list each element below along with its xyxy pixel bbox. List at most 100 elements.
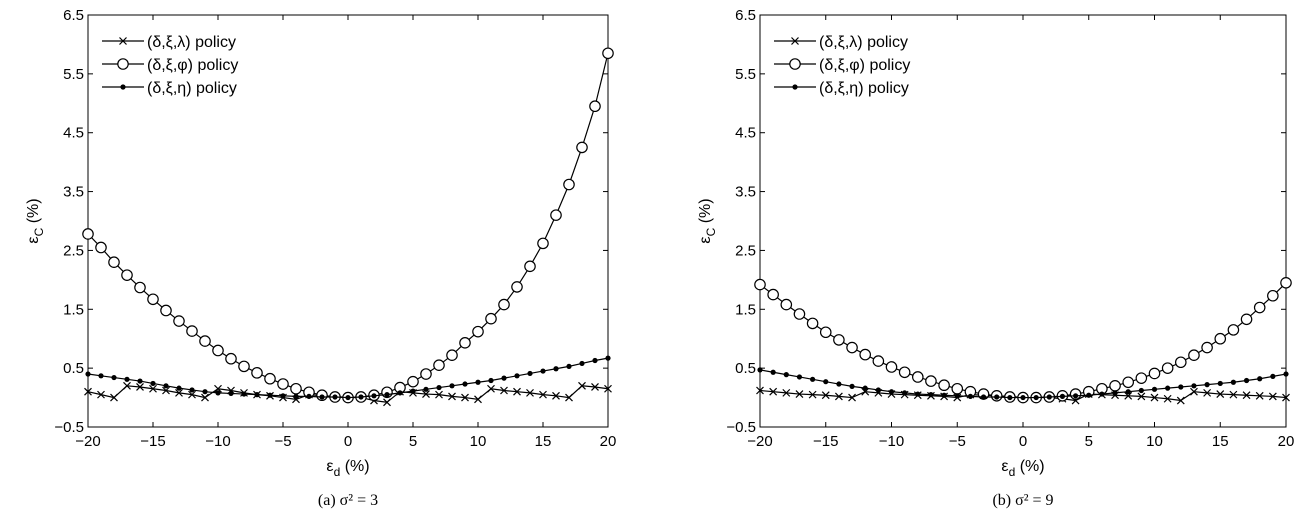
data-point <box>757 367 763 373</box>
chart-panel-a: −20 −15 −10 −5 0 5 10 15 20 −0.5 0.5 1.5 2.5 3.5 4.5 5.… <box>25 7 616 509</box>
legend-item: (δ,ξ,λ) policy <box>102 34 236 51</box>
data-point <box>137 378 143 384</box>
data-point <box>228 390 234 397</box>
data-point <box>1190 387 1198 396</box>
data-point <box>134 281 146 294</box>
data-point <box>84 387 92 396</box>
y-tick-label: −0.5 <box>726 419 756 436</box>
data-point <box>527 370 533 377</box>
data-point <box>833 334 845 346</box>
y-tick-label: 6.5 <box>63 7 84 24</box>
data-point <box>553 366 559 372</box>
data-point <box>1138 387 1144 394</box>
data-point <box>1109 379 1121 392</box>
plot-area <box>87 14 609 428</box>
x-tick-label: 5 <box>409 433 417 450</box>
data-point <box>938 379 950 392</box>
data-point <box>1178 384 1184 390</box>
data-point <box>358 394 364 400</box>
legend-label: (δ,ξ,η) policy <box>147 80 237 97</box>
y-axis-label: εC (%) <box>697 198 718 243</box>
data-point <box>783 372 789 378</box>
data-point <box>1161 362 1174 374</box>
data-point <box>121 269 133 281</box>
data-point <box>537 237 549 250</box>
data-point <box>117 58 129 70</box>
data-point <box>576 141 588 154</box>
data-point <box>1280 276 1292 289</box>
legend-item: (δ,ξ,η) policy <box>102 80 237 97</box>
data-point <box>189 387 195 393</box>
y-axis-label: εC (%) <box>25 198 46 243</box>
legend: (δ,ξ,λ) policy (δ,ξ,φ) policy (δ,ξ,η) poli… <box>102 34 238 97</box>
x-axis-label: εd (%) <box>1001 458 1044 479</box>
data-point <box>885 361 898 373</box>
data-point <box>513 387 521 396</box>
data-point <box>796 374 803 380</box>
data-point <box>1242 391 1251 400</box>
x-tick-label: −5 <box>949 433 966 450</box>
data-point <box>911 371 924 383</box>
x-tick-label: −10 <box>205 433 230 450</box>
data-point <box>319 394 325 400</box>
data-point <box>1216 390 1225 398</box>
data-point <box>215 390 221 396</box>
data-point <box>82 228 94 240</box>
data-point <box>834 392 843 401</box>
data-point <box>994 394 1000 400</box>
x-tick-label: 20 <box>600 433 617 450</box>
data-point <box>862 385 868 391</box>
data-point <box>591 383 599 391</box>
data-point <box>526 388 534 397</box>
data-point <box>806 317 819 330</box>
data-point <box>980 394 987 400</box>
data-point <box>462 381 468 387</box>
data-point <box>767 288 779 301</box>
data-point <box>1122 376 1134 389</box>
data-point <box>371 393 377 399</box>
data-point <box>928 392 934 398</box>
x-tick-label: 15 <box>1212 433 1229 450</box>
data-point <box>1229 390 1238 399</box>
data-point <box>1217 380 1223 387</box>
y-tick-label: 6.5 <box>735 7 756 24</box>
data-point <box>810 376 816 382</box>
data-point <box>1099 391 1105 397</box>
legend-label: (δ,ξ,λ) policy <box>147 34 236 51</box>
data-point <box>1176 396 1185 405</box>
legend-label: (δ,ξ,φ) policy <box>147 57 238 74</box>
data-point <box>792 84 798 90</box>
data-point <box>888 389 895 395</box>
data-point <box>446 349 458 361</box>
data-point <box>1191 383 1197 389</box>
data-point <box>819 326 832 339</box>
data-point <box>1268 392 1277 401</box>
data-point <box>384 392 390 398</box>
data-point <box>1163 394 1172 403</box>
y-tick-label: 3.5 <box>63 184 84 201</box>
data-point <box>902 390 908 396</box>
data-point <box>967 393 974 399</box>
data-point <box>915 391 921 397</box>
y-tick-label: −0.5 <box>54 419 84 436</box>
data-point <box>769 387 778 396</box>
data-point <box>1175 356 1187 369</box>
data-point <box>199 335 211 347</box>
data-point <box>602 47 614 60</box>
data-point <box>1282 393 1290 402</box>
series-phi <box>754 276 1292 404</box>
data-point <box>514 373 520 379</box>
data-point <box>836 381 842 387</box>
data-point <box>120 84 126 90</box>
series-eta <box>85 355 611 401</box>
data-point <box>1124 391 1133 400</box>
data-point <box>789 58 801 70</box>
legend-item: (δ,ξ,φ) policy <box>774 57 910 74</box>
series-line <box>87 53 609 399</box>
data-point <box>254 392 260 398</box>
y-tick-label: 0.5 <box>735 360 756 377</box>
data-point <box>524 260 536 273</box>
data-point <box>173 315 185 327</box>
data-point <box>1033 394 1039 401</box>
plot-area <box>759 14 1287 428</box>
